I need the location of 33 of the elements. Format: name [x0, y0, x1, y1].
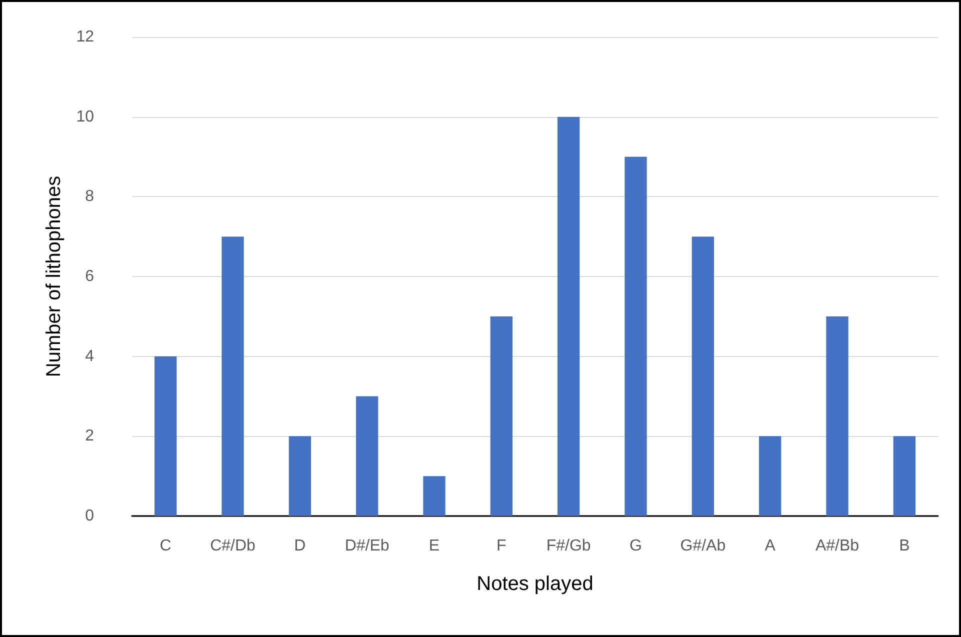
x-axis-title: Notes played: [476, 573, 594, 595]
x-tick-label: C#/Db: [210, 538, 256, 554]
bar: [893, 436, 916, 516]
x-tick-label: B: [899, 538, 910, 554]
y-tick-label: 4: [85, 348, 94, 365]
y-tick-label: 8: [85, 188, 94, 206]
x-tick-label: D#/Eb: [344, 538, 390, 554]
bar: [356, 396, 378, 516]
bar: [826, 316, 848, 516]
bar: [154, 356, 177, 516]
x-tick-label: G: [630, 538, 642, 554]
y-tick-label: 0: [85, 508, 94, 524]
x-tick-label: A#/Bb: [815, 538, 860, 554]
x-tick-label: F: [496, 538, 507, 554]
x-tick-label: D: [294, 538, 306, 554]
bar: [692, 236, 714, 516]
y-tick-label: 12: [76, 28, 94, 46]
bar: [423, 476, 446, 516]
x-tick-label: E: [428, 538, 440, 554]
x-tick-label: C: [160, 538, 172, 554]
bar: [558, 116, 580, 516]
x-tick-label: G#/Ab: [680, 538, 726, 554]
bar: [288, 436, 311, 516]
x-tick-label: F#/Gb: [546, 538, 591, 554]
bar: [759, 436, 782, 516]
y-tick-label: 2: [85, 428, 94, 445]
y-tick-label: 10: [76, 108, 94, 126]
bar: [490, 316, 512, 516]
bar: [624, 156, 647, 516]
y-axis-title: Number of lithophones: [43, 176, 65, 378]
x-tick-label: A: [764, 538, 776, 554]
bar: [222, 236, 244, 516]
y-tick-label: 6: [85, 268, 94, 285]
